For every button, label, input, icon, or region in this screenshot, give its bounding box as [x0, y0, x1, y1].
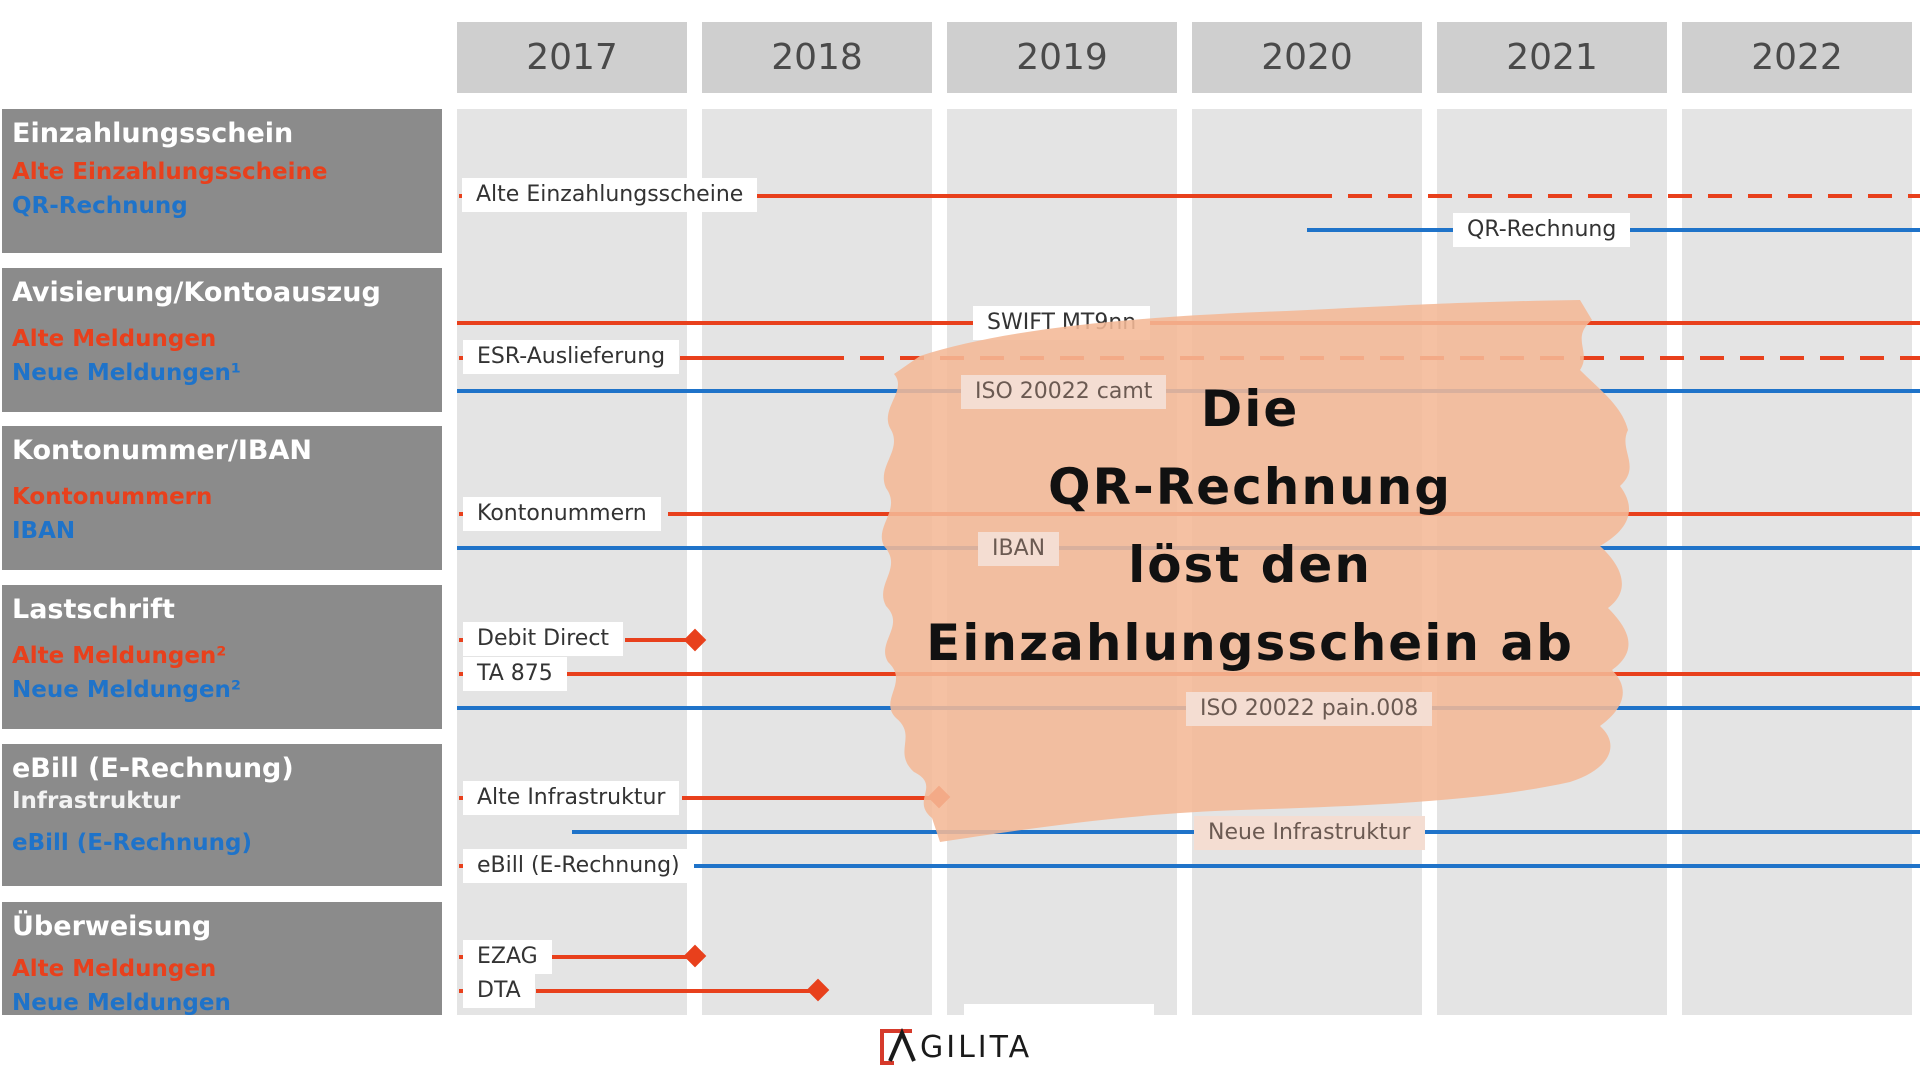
label-pain008: ISO 20022 pain.008	[1186, 692, 1433, 726]
line-alte-einzahlungsscheine-phaseout	[1308, 194, 1920, 198]
label-esr: ESR-Auslieferung	[463, 340, 680, 374]
label-debit-direct: Debit Direct	[463, 622, 624, 656]
legend-new: IBAN	[12, 518, 76, 544]
legend-old: Alte Meldungen	[12, 956, 217, 982]
section-title: Kontonummer/IBAN	[12, 435, 312, 466]
section-title: eBill (E-Rechnung)	[12, 753, 294, 784]
line-dta	[536, 989, 816, 993]
section-title: Avisierung/Kontoauszug	[12, 277, 381, 308]
section-title: Überweisung	[12, 911, 212, 942]
label-ta875: TA 875	[463, 657, 567, 691]
logo-text: GILITA	[920, 1029, 1033, 1065]
year-header-2022: 2022	[1682, 22, 1912, 93]
line-alte-infrastruktur	[682, 796, 938, 800]
section-ebill: eBill (E-Rechnung) Infrastruktur eBill (…	[2, 744, 442, 886]
section-lastschrift: Lastschrift Alte Meldungen² Neue Meldung…	[2, 585, 442, 729]
legend-old: Alte Einzahlungsscheine	[12, 159, 328, 185]
line-esr	[680, 356, 820, 360]
year-header-2018: 2018	[702, 22, 932, 93]
label-camt: ISO 20022 camt	[961, 375, 1167, 409]
label-alte-einzahlungsscheine: Alte Einzahlungsscheine	[462, 178, 758, 212]
overlay-line-2: QR-Rechnung	[1048, 458, 1452, 516]
label-alte-infrastruktur: Alte Infrastruktur	[463, 781, 680, 815]
year-column	[1682, 109, 1912, 1015]
legend-new: Neue Meldungen²	[12, 677, 241, 703]
line-ebill	[684, 864, 1920, 868]
label-ebill: eBill (E-Rechnung)	[463, 849, 694, 883]
overlay-line-1: Die	[1200, 380, 1300, 438]
label-iban: IBAN	[978, 532, 1060, 566]
section-einzahlungsschein: Einzahlungsschein Alte Einzahlungsschein…	[2, 109, 442, 253]
label-stub	[964, 1004, 1154, 1015]
section-ueberweisung: Überweisung Alte Meldungen Neue Meldunge…	[2, 902, 442, 1015]
section-subtitle: Infrastruktur	[12, 788, 181, 814]
label-kontonummern: Kontonummern	[463, 497, 661, 531]
legend-new: QR-Rechnung	[12, 193, 188, 219]
legend-old: Alte Meldungen	[12, 326, 217, 352]
label-dta: DTA	[463, 974, 535, 1008]
label-neue-infrastruktur: Neue Infrastruktur	[1194, 816, 1425, 850]
legend-new: eBill (E-Rechnung)	[12, 830, 252, 856]
year-header-2021: 2021	[1437, 22, 1667, 93]
year-header-2020: 2020	[1192, 22, 1422, 93]
line-ezag	[552, 955, 694, 959]
overlay-line-3: löst den	[1128, 536, 1372, 594]
year-header-2017: 2017	[457, 22, 687, 93]
label-qr-rechnung: QR-Rechnung	[1453, 213, 1631, 247]
legend-new: Neue Meldungen	[12, 990, 231, 1015]
year-header-2019: 2019	[947, 22, 1177, 93]
section-kontonummer-iban: Kontonummer/IBAN Kontonummern IBAN	[2, 426, 442, 570]
section-title: Einzahlungsschein	[12, 118, 294, 149]
section-avisierung: Avisierung/Kontoauszug Alte Meldungen Ne…	[2, 268, 442, 412]
section-title: Lastschrift	[12, 594, 175, 625]
brush-stroke-overlay	[881, 300, 1630, 842]
overlay-headline: Die QR-Rechnung löst den Einzahlungssche…	[870, 370, 1630, 682]
agilita-logo: GILITA	[876, 1025, 1032, 1069]
legend-old: Kontonummern	[12, 484, 213, 510]
overlay-line-4: Einzahlungsschein ab	[926, 614, 1574, 672]
legend-new: Neue Meldungen¹	[12, 360, 241, 386]
legend-old: Alte Meldungen²	[12, 643, 227, 669]
label-ezag: EZAG	[463, 940, 552, 974]
line-debit-direct	[625, 638, 693, 642]
agilita-logo-icon	[880, 1027, 916, 1065]
line-alte-einzahlungsscheine	[756, 194, 1308, 198]
